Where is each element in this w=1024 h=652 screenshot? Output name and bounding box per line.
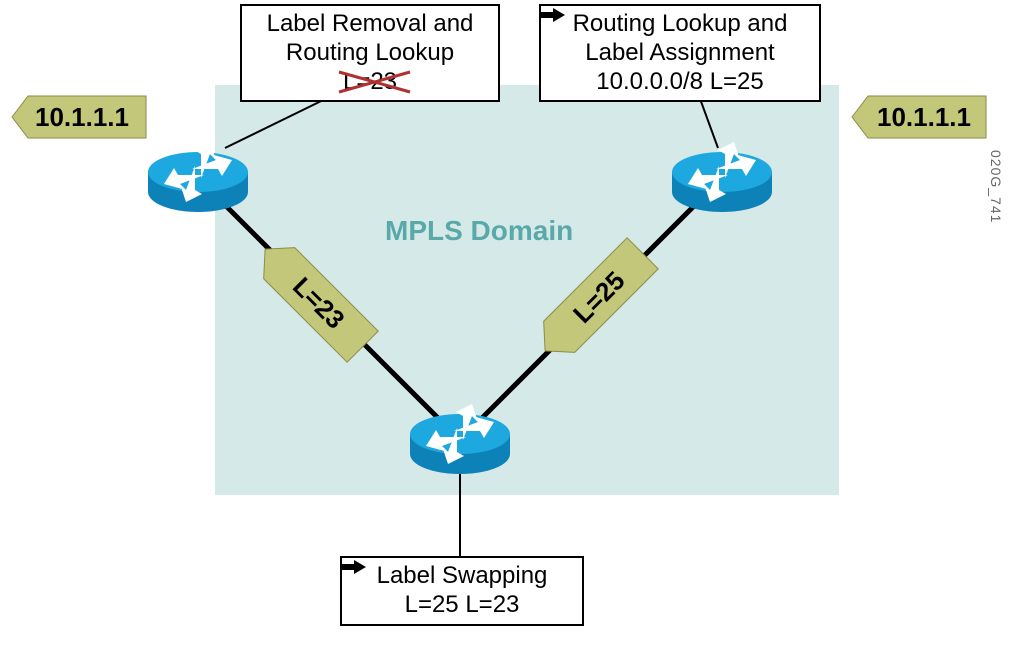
routing-lookup-box: Routing Lookup and Label Assignment 10.0… bbox=[539, 4, 821, 102]
ip-tag-right: 10.1.1.1 bbox=[852, 96, 986, 138]
label-swapping-box: Label Swapping L=25 L=23 bbox=[340, 556, 584, 626]
figure-id-text: 020G_741 bbox=[988, 150, 1004, 223]
label-removal-strike: L=23 bbox=[343, 68, 397, 97]
svg-text:10.1.1.1: 10.1.1.1 bbox=[877, 102, 971, 132]
label-removal-line2: Routing Lookup bbox=[252, 39, 488, 68]
label-removal-line1: Label Removal and bbox=[252, 10, 488, 39]
ip-tag-left: 10.1.1.1 bbox=[12, 96, 146, 138]
mpls-domain-label: MPLS Domain bbox=[385, 215, 573, 247]
label-removal-box: Label Removal and Routing Lookup L=23 bbox=[240, 4, 500, 102]
diagram-svg: 10.1.1.1 10.1.1.1 L=23 L=25 bbox=[0, 0, 1024, 652]
svg-text:10.1.1.1: 10.1.1.1 bbox=[35, 102, 129, 132]
routing-lookup-line1: Routing Lookup and bbox=[551, 10, 809, 39]
label-swapping-line1: Label Swapping bbox=[352, 562, 572, 591]
routing-lookup-line2: Label Assignment bbox=[551, 39, 809, 68]
routing-lookup-line3: 10.0.0.0/8 L=25 bbox=[551, 68, 809, 97]
label-swapping-line2: L=25 L=23 bbox=[352, 591, 572, 620]
